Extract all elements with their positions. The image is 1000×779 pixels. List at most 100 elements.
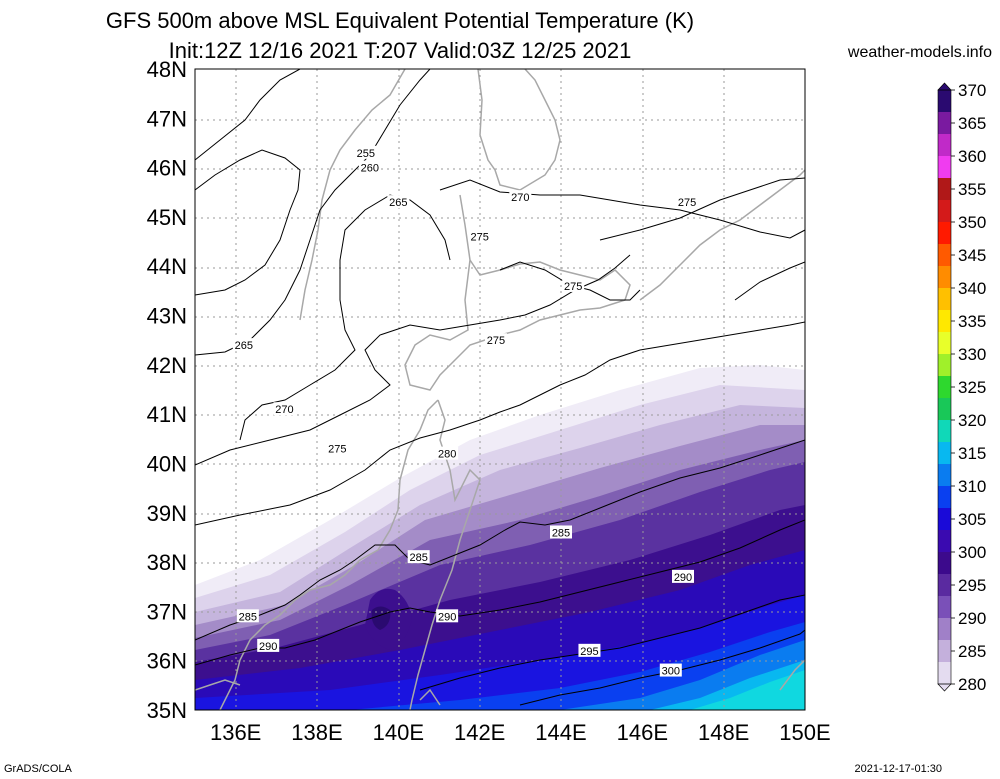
svg-text:265: 265 (389, 197, 407, 209)
svg-text:275: 275 (470, 232, 488, 244)
colorbar-swatch (938, 332, 951, 355)
svg-text:270: 270 (275, 404, 293, 416)
colorbar-label: 315 (958, 444, 986, 463)
lon-label: 138E (291, 720, 342, 745)
contour-label: 285 (407, 550, 430, 564)
lat-label: 47N (147, 106, 187, 131)
colorbar-swatch (938, 288, 951, 311)
lon-label: 150E (779, 720, 830, 745)
colorbar-label: 280 (958, 675, 986, 694)
colorbar-swatch (938, 552, 951, 575)
contour-label: 290 (257, 638, 280, 653)
colorbar-swatch (938, 574, 951, 597)
grid-lines (195, 69, 805, 710)
colorbar-swatch (938, 134, 951, 157)
colorbar-swatch (938, 464, 951, 487)
svg-text:280: 280 (438, 449, 456, 461)
footer-timestamp: 2021-12-17-01:30 (854, 763, 942, 775)
colorbar-swatch (938, 222, 951, 245)
lon-label: 142E (454, 720, 505, 745)
colorbar-swatch (938, 640, 951, 663)
lon-label: 136E (210, 720, 261, 745)
contour-label: 285 (236, 609, 259, 623)
footer-credit: GrADS/COLA (4, 763, 72, 775)
colorbar-swatch (938, 398, 951, 421)
colorbar-swatch (938, 156, 951, 179)
colorbar-swatch (938, 420, 951, 443)
svg-text:275: 275 (564, 281, 582, 293)
contour-label: 260 (358, 160, 381, 175)
svg-text:260: 260 (361, 163, 379, 175)
colorbar-swatch (938, 530, 951, 553)
lon-label: 140E (373, 720, 424, 745)
colorbar-label: 325 (958, 378, 986, 397)
colorbar-swatch (938, 178, 951, 201)
contour-label: 275 (676, 195, 699, 209)
colorbar-label: 320 (958, 411, 986, 430)
colorbar-swatch (938, 376, 951, 399)
colorbar-swatch (938, 618, 951, 641)
colorbar-swatch (938, 354, 951, 377)
latitude-labels: 48N 47N 46N 45N 44N 43N 42N 41N 40N 39N 38N 37N 36N 3… (147, 57, 187, 723)
contour-label: 295 (578, 643, 601, 658)
colorbar-swatch (938, 662, 951, 685)
contour-label: 285 (550, 525, 572, 539)
colorbar-label: 285 (958, 642, 986, 661)
map-subtitle: Init:12Z 12/16 2021 T:207 Valid:03Z 12/2… (168, 38, 632, 63)
contour-label: 290 (436, 609, 459, 623)
lat-label: 37N (147, 599, 187, 624)
contour-label: 300 (659, 663, 682, 678)
longitude-labels: 136E 138E 140E 142E 144E 146E 148E 150E (210, 720, 831, 745)
svg-text:275: 275 (678, 197, 696, 209)
contour-label: 265 (387, 195, 410, 209)
lat-label: 40N (147, 451, 187, 476)
colorbar-swatch (938, 596, 951, 619)
contour-label: 290 (672, 569, 694, 584)
svg-text:275: 275 (487, 335, 505, 347)
colorbar-label: 350 (958, 213, 986, 232)
colorbar-swatch (938, 244, 951, 267)
svg-text:295: 295 (580, 646, 598, 658)
shaded-field (195, 69, 805, 710)
site-label: weather-models.info (847, 44, 992, 61)
colorbar-max-triangle (937, 82, 952, 91)
lat-label: 38N (147, 550, 187, 575)
lat-label: 42N (147, 353, 187, 378)
colorbar-label: 295 (958, 576, 986, 595)
colorbar-label: 360 (958, 147, 986, 166)
svg-text:255: 255 (357, 148, 375, 160)
svg-text:275: 275 (328, 444, 346, 456)
lat-label: 48N (147, 57, 187, 82)
colorbar-label: 340 (958, 279, 986, 298)
colorbar-label: 365 (958, 114, 986, 133)
lat-label: 46N (147, 156, 187, 181)
svg-text:290: 290 (674, 572, 692, 584)
svg-text:290: 290 (259, 641, 277, 653)
svg-text:300: 300 (662, 666, 680, 678)
lat-label: 43N (147, 304, 187, 329)
contour-label: 270 (509, 190, 532, 204)
colorbar-label: 290 (958, 609, 986, 628)
colorbar-swatch (938, 486, 951, 509)
contour-label: 265 (232, 338, 255, 352)
plot-frame (194, 68, 806, 711)
lon-label: 146E (617, 720, 668, 745)
colorbar-label: 370 (958, 81, 986, 100)
colorbar-label: 355 (958, 180, 986, 199)
svg-text:290: 290 (438, 611, 456, 623)
contour-label: 275 (562, 278, 585, 293)
svg-text:285: 285 (239, 611, 257, 623)
lat-label: 45N (147, 205, 187, 230)
colorbar-swatch (938, 90, 951, 113)
colorbar-min-triangle (937, 683, 952, 692)
colorbar-label: 335 (958, 312, 986, 331)
colorbar-swatch (938, 310, 951, 333)
contour-label: 275 (484, 333, 507, 347)
svg-text:285: 285 (409, 552, 427, 564)
contour-label: 255 (354, 145, 377, 160)
contour-label: 280 (436, 446, 459, 461)
contour-label: 275 (468, 229, 491, 244)
lat-label: 36N (147, 649, 187, 674)
svg-text:265: 265 (235, 340, 253, 352)
